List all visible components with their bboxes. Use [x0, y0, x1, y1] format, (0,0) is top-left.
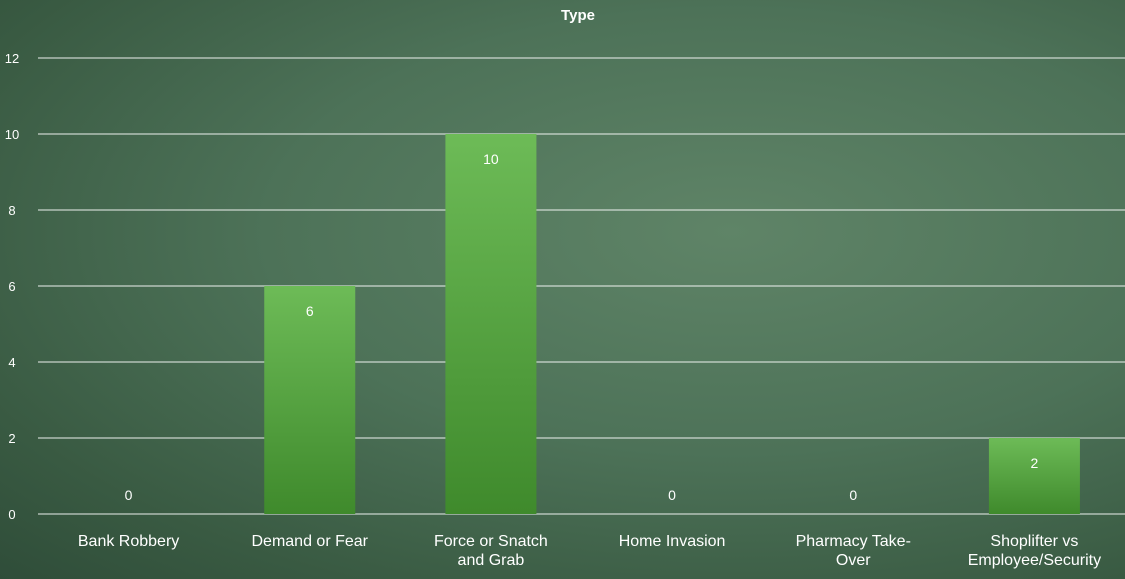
x-axis-ticks: Bank Robbery Demand or Fear Force or Snatc… [78, 533, 1101, 569]
bar [988, 438, 1080, 514]
x-tick-label: Bank Robbery [78, 533, 179, 550]
y-tick-label: 4 [8, 355, 15, 370]
y-tick-label: 2 [8, 431, 15, 446]
bar [445, 134, 537, 514]
x-tick-label: Home Invasion [619, 533, 726, 550]
data-label: 0 [125, 487, 133, 503]
x-tick-label: Pharmacy Take-Over [796, 533, 911, 569]
data-labels: 0 6 10 0 0 2 [125, 151, 1039, 503]
x-tick-label: Demand or Fear [252, 533, 369, 550]
y-tick-label: 10 [5, 127, 19, 142]
data-label: 10 [483, 151, 499, 167]
y-tick-label: 0 [8, 507, 15, 522]
chart-title: Type [561, 7, 595, 24]
data-label: 0 [668, 487, 676, 503]
x-tick-label: Force or Snatch and Grab [434, 533, 548, 569]
bar [264, 286, 356, 514]
x-tick-label: Shoplifter vs Employee/Security [968, 533, 1101, 569]
y-axis-ticks: 0 2 4 6 8 10 12 [5, 51, 19, 522]
data-label: 2 [1031, 455, 1039, 471]
y-tick-label: 6 [8, 279, 15, 294]
data-label: 0 [849, 487, 857, 503]
y-tick-label: 12 [5, 51, 19, 66]
bars [264, 134, 1080, 514]
data-label: 6 [306, 303, 314, 319]
gridlines [38, 57, 1125, 515]
y-tick-label: 8 [8, 203, 15, 218]
